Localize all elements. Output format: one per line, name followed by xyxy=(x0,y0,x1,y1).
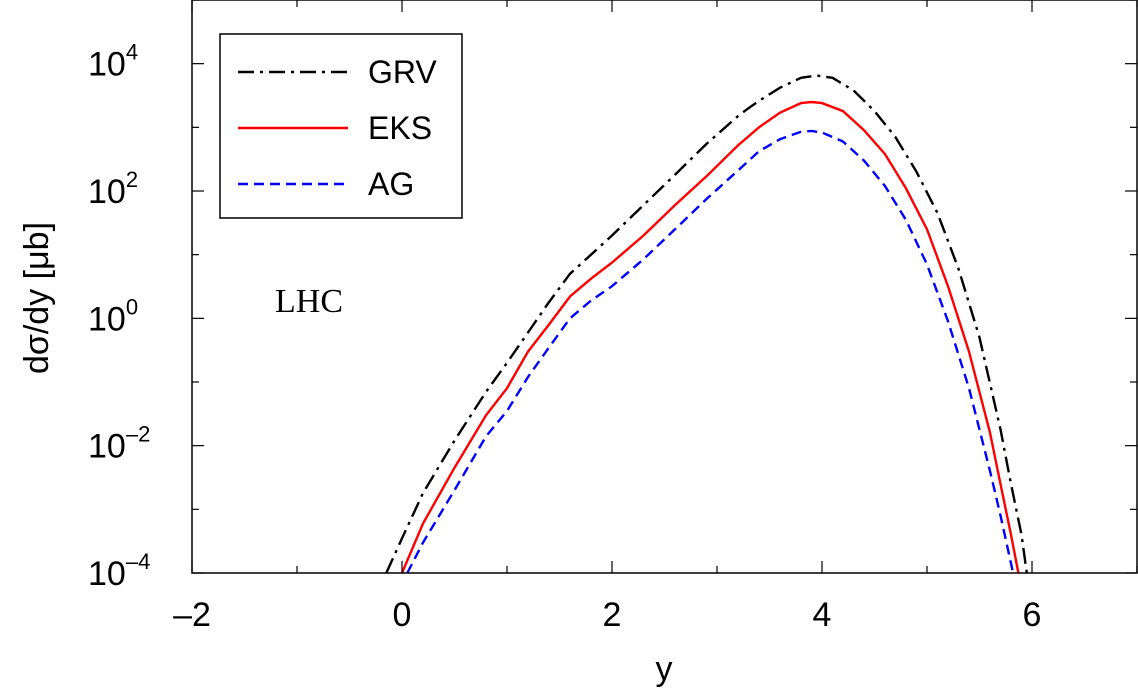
legend-label-eks: EKS xyxy=(368,110,432,146)
y-tick-label: 102 xyxy=(88,167,138,211)
series-line-grv xyxy=(385,74,1028,574)
x-tick-label: –2 xyxy=(173,596,211,634)
y-tick-label: 104 xyxy=(88,40,138,84)
x-axis-title: y xyxy=(656,650,673,688)
ticks-layer: –2 0 2 4 6 10–4 10–2 100 102 104 xyxy=(88,0,1138,634)
x-tick-label: 6 xyxy=(1023,596,1042,634)
lhc-annotation: LHC xyxy=(275,283,343,320)
x-tick-label: 4 xyxy=(813,596,832,634)
x-tick-label: 0 xyxy=(393,596,412,634)
series-layer xyxy=(385,74,1028,574)
legend: GRV EKS AG xyxy=(219,33,463,219)
y-tick-label: 10–4 xyxy=(88,549,150,593)
x-tick-label: 2 xyxy=(603,596,622,634)
series-line-ag xyxy=(406,129,1015,574)
y-tick-label: 100 xyxy=(88,294,138,338)
legend-box xyxy=(219,33,463,219)
legend-label-grv: GRV xyxy=(368,54,437,90)
plot-frame xyxy=(191,0,1138,574)
legend-label-ag: AG xyxy=(368,166,414,202)
y-axis-title: dσ/dy [μb] xyxy=(18,222,56,374)
legend-items: GRV EKS AG xyxy=(238,54,437,202)
y-tick-label: 10–2 xyxy=(88,422,150,466)
series-line-eks xyxy=(400,100,1020,574)
